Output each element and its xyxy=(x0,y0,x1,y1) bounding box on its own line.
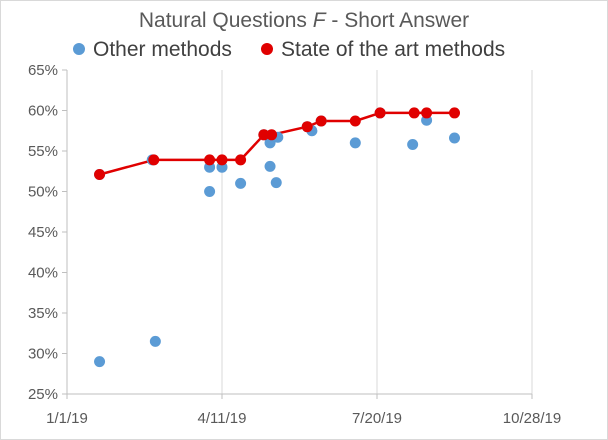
other-methods-point xyxy=(94,356,106,368)
state-of-the-art-point xyxy=(94,168,106,180)
axes xyxy=(62,69,533,399)
other-methods-point xyxy=(204,186,216,197)
series-other-methods xyxy=(94,107,460,368)
state-of-the-art-point xyxy=(204,154,216,166)
y-tick-label: 65% xyxy=(28,62,58,79)
y-tick-label: 55% xyxy=(28,143,58,160)
y-tick-label: 60% xyxy=(28,103,58,120)
state-of-the-art-point xyxy=(258,129,270,141)
state-of-the-art-point xyxy=(421,107,433,119)
state-of-the-art-point xyxy=(148,154,160,166)
chart-title-suffix: - Short Answer xyxy=(326,9,470,32)
gridlines xyxy=(221,70,533,394)
state-of-the-art-point xyxy=(408,107,420,119)
chart-title: Natural Questions F - Short Answer xyxy=(139,9,469,32)
x-tick-label: 1/1/19 xyxy=(46,410,88,427)
state-of-the-art-point xyxy=(301,121,313,133)
y-tick-label: 50% xyxy=(28,184,58,201)
y-tick-label: 25% xyxy=(28,386,58,403)
legend: Other methods State of the art methods xyxy=(73,38,505,61)
other-methods-point xyxy=(270,177,282,189)
chart-title-prefix: Natural Questions xyxy=(139,9,313,32)
legend-marker-other-methods xyxy=(73,43,85,55)
y-tick-label: 30% xyxy=(28,346,58,363)
y-tick-label: 45% xyxy=(28,224,58,241)
other-methods-point xyxy=(449,132,460,144)
state-of-the-art-point xyxy=(315,115,327,127)
x-tick-label: 10/28/19 xyxy=(503,410,561,427)
state-of-the-art-point xyxy=(449,107,460,119)
other-methods-point xyxy=(264,160,276,172)
state-of-the-art-point xyxy=(374,107,386,119)
x-tick-labels: 1/1/19 4/11/19 7/20/19 10/28/19 xyxy=(46,410,561,427)
other-methods-point xyxy=(407,139,419,151)
legend-marker-state-of-the-art xyxy=(261,43,273,55)
y-tick-labels: 25% 30% 35% 40% 45% 50% 55% 60% 65% xyxy=(28,62,58,403)
state-of-the-art-point xyxy=(266,129,278,141)
other-methods-point xyxy=(349,137,361,149)
legend-label-state-of-the-art: State of the art methods xyxy=(281,38,505,61)
state-of-the-art-point xyxy=(349,115,361,127)
other-methods-point xyxy=(235,177,247,189)
legend-label-other-methods: Other methods xyxy=(93,38,232,61)
chart-title-italic: F xyxy=(313,9,327,32)
x-tick-label: 4/11/19 xyxy=(198,410,247,427)
y-tick-label: 40% xyxy=(28,265,58,282)
state-of-the-art-point xyxy=(216,154,228,166)
state-of-the-art-point xyxy=(235,154,247,166)
y-tick-label: 35% xyxy=(28,305,58,322)
x-tick-label: 7/20/19 xyxy=(352,410,402,427)
other-methods-point xyxy=(149,335,161,347)
series-state-of-the-art-points xyxy=(94,107,460,180)
